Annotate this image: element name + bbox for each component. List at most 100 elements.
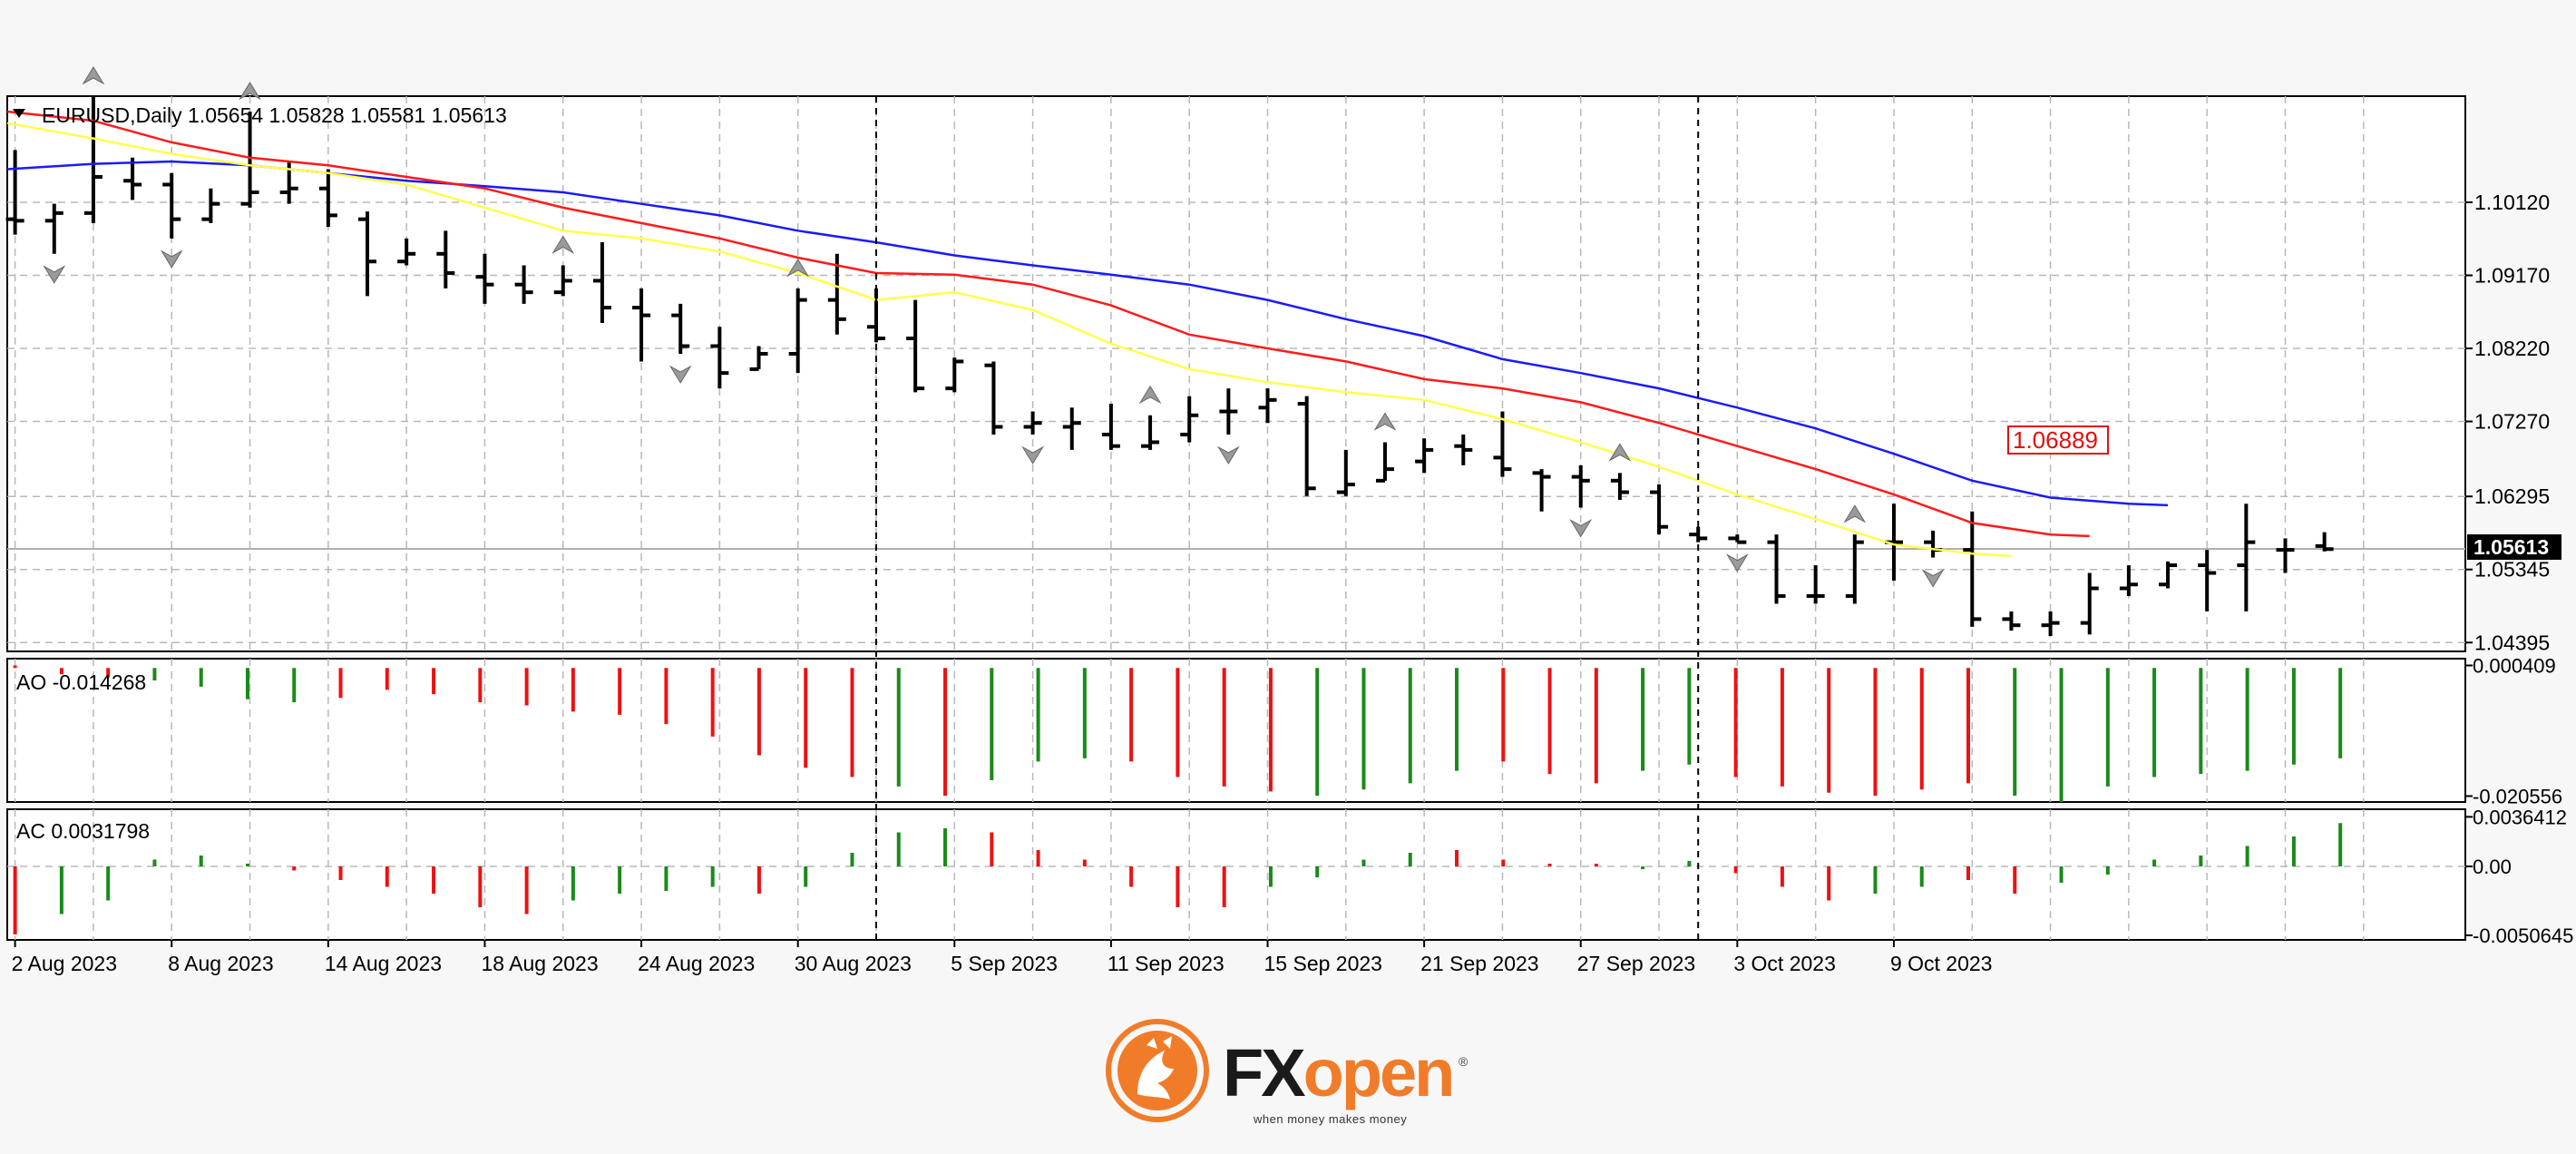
price-tick-label: 1.07270 (2474, 410, 2550, 434)
ohlc-bar (1336, 449, 1355, 496)
ohlc-bar (671, 303, 690, 354)
ohlc-bar (44, 203, 63, 254)
moving-averages (6, 110, 2169, 558)
ohlc-bar (2002, 611, 2021, 631)
fractal-up-icon (82, 66, 105, 85)
fractal-up-icon (1843, 504, 1867, 523)
ma-slow-line (6, 160, 2169, 507)
ohlc-bar (1571, 465, 1590, 508)
ohlc-bar (749, 346, 768, 371)
ohlc-bar (1023, 411, 1042, 435)
ohlc-bar (514, 265, 533, 304)
fractal-down-icon (43, 265, 66, 284)
ohlc-bar (632, 288, 651, 362)
date-tick-label: 18 Aug 2023 (481, 952, 598, 975)
date-tick-label: 8 Aug 2023 (168, 952, 273, 975)
date-tick-label: 5 Sep 2023 (951, 952, 1058, 975)
ohlc-bar (2159, 561, 2178, 589)
ma-price-label: 1.06889 (2013, 426, 2098, 454)
fxopen-wordmark: FXopen (1223, 1040, 1455, 1107)
ohlc-bar (2237, 504, 2256, 611)
indicator-tick-label: -0.020556 (2473, 786, 2562, 808)
ohlc-bar (1258, 388, 1277, 424)
ohlc-bar (201, 188, 220, 223)
fractal-down-icon (1569, 519, 1593, 538)
price-tick-label: 1.08220 (2474, 337, 2550, 360)
ohlc-bar (123, 157, 142, 200)
date-tick-label: 2 Aug 2023 (12, 952, 117, 975)
ohlc-bar (1493, 411, 1512, 477)
indicator-tick-label: 0.000409 (2473, 654, 2556, 677)
ohlc-bar (827, 253, 846, 335)
ohlc-bar (1767, 534, 1786, 604)
ac-label: AC 0.0031798 (16, 819, 150, 843)
ohlc-bar (1375, 442, 1394, 483)
fractal-down-icon (1725, 553, 1749, 572)
ohlc-bar (1532, 469, 1551, 512)
ohlc-bar (83, 96, 102, 223)
fractal-down-icon (160, 249, 183, 269)
ao-panel[interactable] (6, 658, 2466, 803)
ao-label: AO -0.014268 (16, 670, 146, 694)
ohlc-bar (1845, 534, 1864, 604)
ma-mid-line (6, 110, 2090, 538)
chart-canvas[interactable]: 1.10120 1.09170 1.08220 1.07270 1.06295 1.053… (0, 0, 2576, 989)
date-tick-label: 11 Sep 2023 (1107, 952, 1225, 975)
date-tick-label: 15 Sep 2023 (1264, 952, 1382, 975)
price-tick-label: 1.05345 (2474, 558, 2550, 582)
fractals (43, 66, 1945, 588)
ohlc-bar (240, 111, 259, 208)
ohlc-bar (358, 211, 377, 297)
fractal-up-icon (239, 81, 261, 101)
date-tick-label: 27 Sep 2023 (1577, 952, 1695, 975)
ohlc-bar (1180, 396, 1199, 443)
current-price-tag: 1.05613 (2467, 534, 2561, 560)
registered-mark: ® (1459, 1054, 1469, 1069)
ohlc-bar (1610, 473, 1629, 501)
ohlc-bar (318, 169, 337, 228)
ma-fast-line (6, 122, 2012, 558)
ohlc-bar (1101, 404, 1120, 450)
ohlc-bar (1963, 511, 1982, 627)
ohlc-bar (475, 253, 494, 304)
ohlc-bar (1219, 388, 1238, 435)
fractal-down-icon (668, 365, 692, 384)
ma-price-tag: 1.06889 (2007, 425, 2109, 455)
ohlc-bar (1062, 407, 1081, 450)
date-tick-label: 21 Sep 2023 (1420, 952, 1538, 975)
fractal-up-icon (1608, 443, 1632, 462)
ohlc-bar (2198, 550, 2217, 611)
ohlc-bar (1806, 565, 1825, 604)
ac-panel[interactable] (6, 808, 2466, 941)
fractal-down-icon (1216, 445, 1240, 465)
fractal-up-icon (551, 235, 575, 254)
ohlc-bar (945, 357, 964, 393)
ohlc-bar (2315, 532, 2334, 552)
fractal-up-icon (786, 258, 810, 278)
ohlc-bar (1415, 438, 1434, 474)
fxopen-brand: FXopen ® when money makes money (1105, 1018, 1486, 1136)
ohlc-bar (2080, 572, 2099, 635)
ohlc-bar (710, 327, 729, 389)
ac-histogram (13, 823, 2343, 934)
indicator-tick-label: 0.0036412 (2473, 806, 2567, 828)
ohlc-bar (1141, 415, 1160, 450)
fractal-up-icon (1373, 412, 1397, 431)
ohlc-bar (984, 361, 1003, 435)
collapse-triangle-icon[interactable] (13, 109, 25, 118)
ohlc-bar (162, 172, 181, 239)
ao-histogram (13, 665, 2343, 802)
symbol-header: EURUSD,Daily 1.05654 1.05828 1.05581 1.0… (42, 103, 507, 127)
ohlc-bar (906, 299, 925, 393)
ohlc-bar (2041, 611, 2060, 637)
fractal-up-icon (1138, 385, 1162, 405)
ohlc-bar (1650, 484, 1669, 535)
ohlc-bar (592, 242, 611, 324)
ohlc-bar (553, 265, 572, 297)
current-price-label: 1.05613 (2474, 535, 2549, 559)
price-bars (5, 96, 2334, 637)
ohlc-bar (397, 238, 416, 266)
indicator-tick-label: 0.00 (2473, 856, 2512, 878)
ohlc-bar (1297, 396, 1316, 496)
price-tick-label: 1.04395 (2474, 631, 2550, 654)
